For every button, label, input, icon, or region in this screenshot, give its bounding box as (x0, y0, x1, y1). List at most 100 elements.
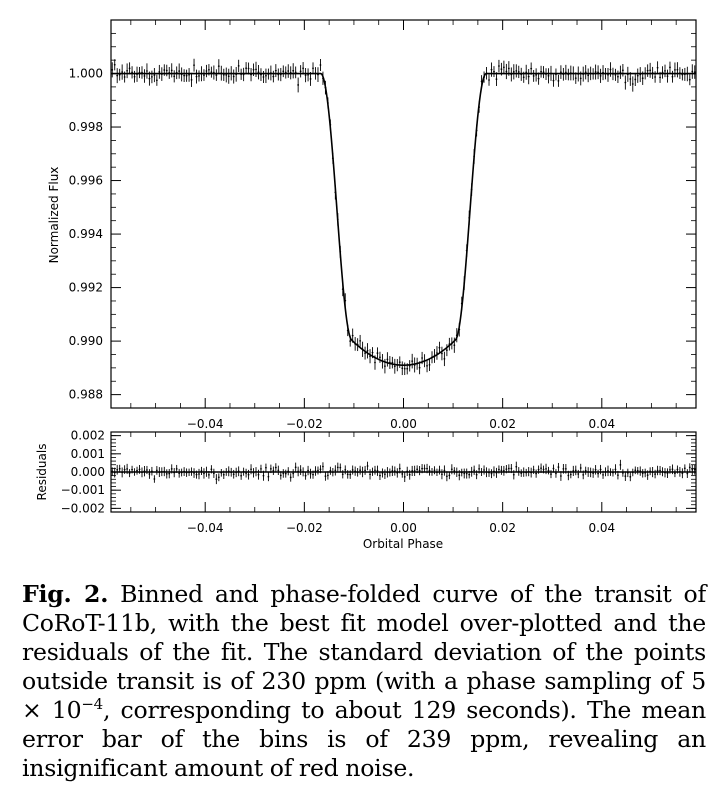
bottom-y-tick-label: 0.000 (71, 465, 105, 479)
top-data-point (265, 74, 267, 77)
top-data-point (629, 78, 632, 80)
top-data-point (676, 68, 679, 71)
top-data-layer (111, 58, 696, 376)
bottom-data-point (465, 472, 468, 475)
top-data-point (215, 74, 218, 76)
bottom-data-point (208, 473, 210, 476)
bottom-data-point (510, 467, 513, 470)
bottom-data-point (165, 472, 168, 475)
top-y-tick-label: 1.000 (69, 67, 103, 81)
top-data-point (274, 69, 277, 72)
bottom-data-point (279, 474, 282, 477)
top-data-point (502, 66, 505, 69)
top-data-point (621, 69, 624, 72)
bottom-data-point (433, 469, 436, 472)
top-data-point (170, 69, 173, 72)
bottom-data-point (364, 469, 366, 472)
bottom-x-tick-label: −0.04 (187, 521, 224, 535)
bottom-data-point (535, 472, 538, 475)
top-data-point (636, 74, 639, 77)
bottom-x-tick-label: 0.04 (588, 521, 615, 535)
bottom-data-point (659, 469, 661, 472)
bottom-data-point (334, 469, 337, 472)
bottom-data-point (688, 466, 691, 469)
bottom-data-point (483, 469, 485, 471)
top-y-tick-label: 0.992 (69, 281, 103, 295)
bottom-data-point (693, 468, 696, 471)
top-data-point (393, 365, 396, 368)
bottom-data-point (118, 467, 121, 470)
bottom-data-point (346, 473, 349, 476)
bottom-data-point (691, 468, 694, 471)
top-data-point (688, 78, 691, 81)
caption-math-exponent: −4 (81, 695, 103, 713)
bottom-data-point (126, 468, 129, 470)
bottom-data-point (312, 473, 314, 476)
top-data-point (453, 344, 456, 347)
bottom-data-point (426, 467, 428, 470)
top-data-point (495, 78, 498, 81)
top-data-point (287, 70, 290, 72)
bottom-data-point (599, 468, 602, 471)
top-data-point (614, 73, 617, 76)
bottom-data-point (257, 473, 260, 476)
bottom-data-point (641, 472, 644, 475)
caption-text-part-2: , corresponding to about 129 seconds). T… (22, 696, 707, 782)
top-data-point (247, 67, 250, 70)
top-data-point (599, 74, 602, 77)
top-data-point (272, 75, 275, 78)
bottom-data-point (445, 475, 448, 478)
top-data-point (488, 79, 490, 81)
top-data-point (607, 73, 609, 76)
bottom-data-point (269, 467, 272, 470)
top-data-point (133, 75, 136, 78)
top-data-point (500, 68, 503, 71)
bottom-data-point (195, 473, 198, 476)
top-data-point (656, 66, 659, 69)
top-data-point (163, 69, 166, 71)
bottom-data-point (475, 473, 478, 476)
bottom-data-point (339, 466, 342, 469)
bottom-y-tick-label: −0.002 (61, 501, 105, 515)
bottom-data-point (212, 472, 215, 475)
bottom-x-tick-label: 0.02 (489, 521, 516, 535)
bottom-data-point (379, 474, 381, 477)
bottom-data-point (537, 468, 540, 471)
top-data-point (659, 76, 661, 79)
bottom-x-tick-labels: −0.04 −0.02 0.00 0.02 0.04 (187, 521, 615, 535)
bottom-data-point (146, 469, 148, 471)
bottom-data-point (398, 467, 401, 470)
bottom-data-point (490, 472, 493, 475)
bottom-data-point (547, 469, 550, 472)
top-y-tick-labels: 0.988 0.990 0.992 0.994 0.996 0.998 1.000 (69, 67, 103, 402)
bottom-data-point (416, 468, 419, 471)
top-data-point (579, 77, 582, 80)
bottom-data-point (686, 472, 689, 475)
top-data-point (304, 74, 307, 77)
top-data-point (654, 76, 656, 78)
bottom-data-point (597, 472, 599, 475)
bottom-y-tick-label: 0.002 (71, 429, 105, 443)
top-y-tick-label: 0.988 (69, 388, 103, 402)
bottom-data-point (646, 474, 649, 477)
bottom-data-point (366, 465, 369, 467)
top-data-point (646, 69, 649, 72)
bottom-data-point (614, 468, 617, 471)
bottom-data-point (418, 469, 421, 472)
top-data-point (319, 64, 322, 66)
top-data-point (178, 70, 181, 72)
top-data-point (671, 75, 674, 78)
bottom-data-point (676, 468, 679, 471)
figure-caption: Fig. 2. Binned and phase-folded curve of… (22, 580, 706, 783)
bottom-data-point (155, 469, 158, 472)
top-data-point (505, 70, 508, 73)
bottom-data-point (282, 472, 285, 475)
bottom-data-point (619, 463, 622, 466)
top-data-point (386, 358, 389, 361)
bottom-data-point (507, 467, 510, 470)
top-data-point (188, 74, 190, 76)
bottom-data-point (512, 473, 515, 476)
top-data-point (349, 340, 352, 342)
top-x-tick-label: −0.04 (187, 417, 224, 431)
top-data-point (366, 349, 369, 352)
